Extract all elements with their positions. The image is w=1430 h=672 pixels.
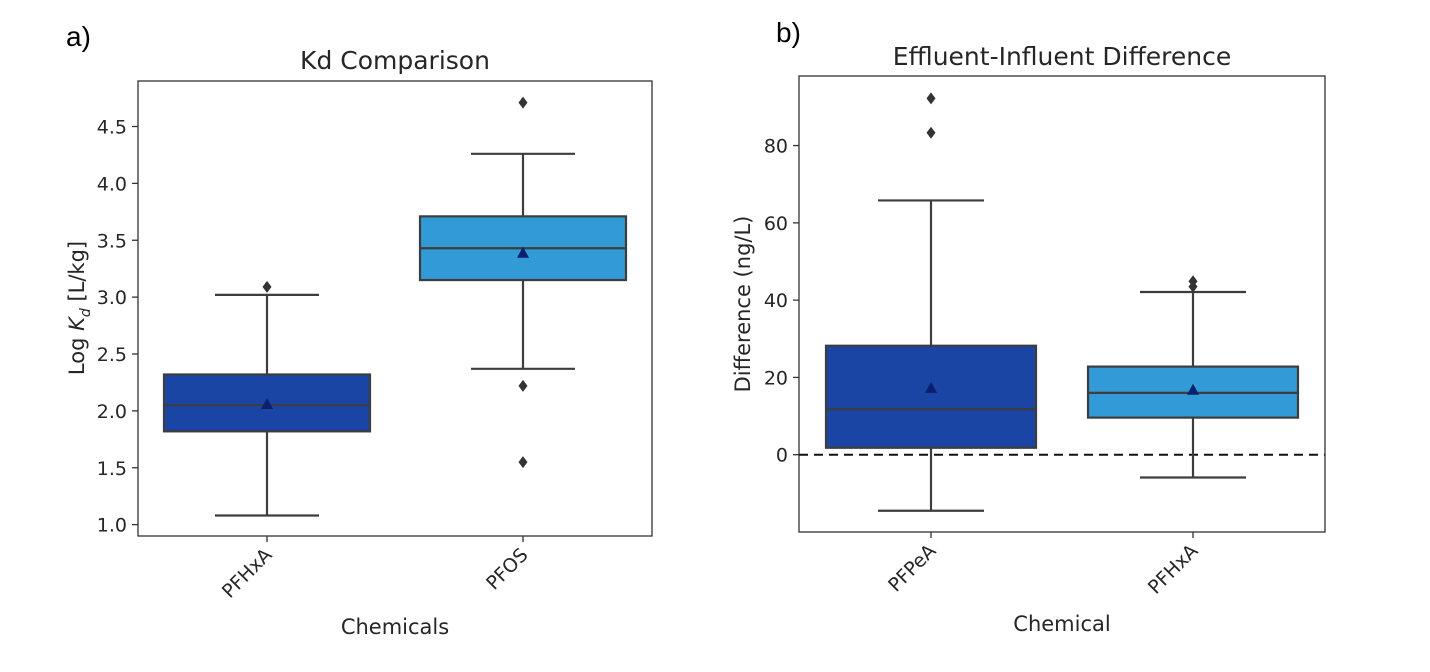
y-axis-label-subscript: d: [78, 308, 94, 317]
y-tick-label: 40: [764, 290, 788, 312]
y-axis-label-suffix: [L/kg]: [65, 241, 89, 308]
plot-area: [799, 92, 1325, 512]
panel-a: a) Kd Comparison 1.0 1.5 2.0 2.5 3.0 3.5 4.0 4.…: [65, 21, 653, 639]
x-axis-label: Chemical: [1013, 612, 1110, 636]
x-axis: PFHxA PFOS: [218, 536, 533, 603]
box-pfhxa: [1086, 275, 1300, 479]
iqr-box: [824, 344, 1038, 449]
y-tick-label: 60: [764, 213, 788, 235]
x-tick-label: PFOS: [482, 544, 532, 594]
y-axis: 1.0 1.5 2.0 2.5 3.0 3.5 4.0 4.5: [97, 117, 138, 537]
box-pfos: [418, 96, 628, 469]
outlier-point: [262, 280, 272, 293]
x-tick-label: PFHxA: [1144, 540, 1203, 599]
panel-b: b) Effluent-Influent Difference 0 20 40 60 8…: [731, 17, 1326, 636]
plot-frame: [137, 80, 653, 537]
outlier-point: [518, 379, 528, 392]
x-tick-label: PFPeA: [884, 540, 940, 596]
box-pfpea: [824, 92, 1038, 512]
y-axis-label: Log Kd [L/kg]: [65, 241, 94, 375]
y-tick-label: 3.5: [97, 230, 127, 252]
y-tick-label: 1.0: [97, 515, 127, 537]
outlier-point: [518, 456, 528, 469]
y-axis-label-symbol: K: [65, 315, 89, 331]
x-axis-label: Chemicals: [341, 615, 449, 639]
y-tick-label: 4.5: [97, 117, 127, 139]
box-pfhxa: [162, 280, 372, 517]
y-tick-label: 3.0: [97, 287, 127, 309]
outlier-point: [1188, 280, 1198, 293]
plot-area: [162, 96, 628, 517]
mean-marker: [1187, 383, 1199, 395]
y-axis-label: Difference (ng/L): [731, 216, 755, 393]
y-tick-label: 80: [764, 136, 788, 158]
y-tick-label: 20: [764, 367, 788, 389]
plot-frame: [798, 75, 1326, 533]
panel-label-b: b): [776, 17, 801, 48]
mean-marker: [925, 381, 937, 393]
x-axis: PFPeA PFHxA: [884, 532, 1203, 599]
y-tick-label: 4.0: [97, 173, 127, 195]
y-axis-label-prefix: Log: [65, 331, 89, 375]
outlier-point: [518, 96, 528, 109]
y-tick-label: 0: [776, 445, 788, 467]
chart-title: Kd Comparison: [300, 46, 490, 75]
y-tick-label: 2.5: [97, 344, 127, 366]
panel-label-a: a): [66, 21, 91, 52]
outlier-point: [926, 126, 936, 139]
mean-marker: [261, 398, 273, 410]
y-tick-label: 2.0: [97, 401, 127, 423]
chart-title: Effluent-Influent Difference: [893, 42, 1232, 71]
y-axis: 0 20 40 60 80: [764, 136, 799, 467]
x-tick-label: PFHxA: [218, 544, 277, 603]
mean-marker: [517, 246, 529, 258]
y-tick-label: 1.5: [97, 458, 127, 480]
outlier-point: [926, 92, 936, 105]
